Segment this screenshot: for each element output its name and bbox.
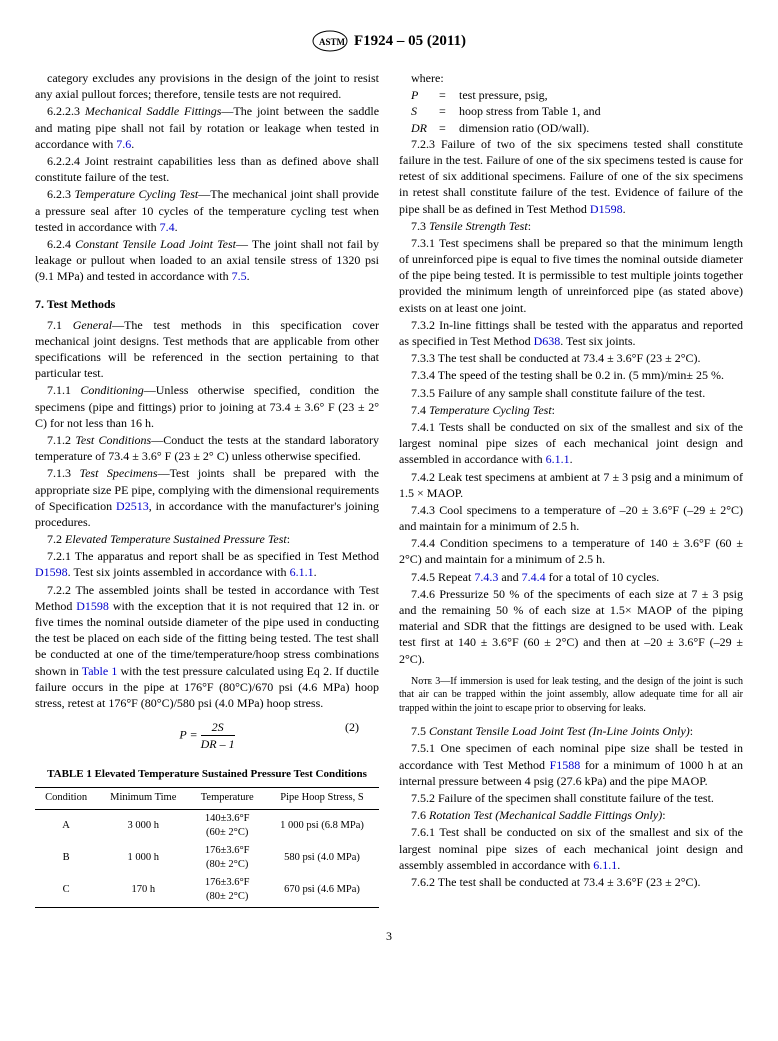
para-742: 7.4.2 Leak test specimens at ambient at … xyxy=(399,469,743,501)
table-row: B 1 000 h 176±3.6°F(80± 2°C) 580 psi (4.… xyxy=(35,842,379,874)
ref-611-2[interactable]: 6.1.1 xyxy=(546,452,570,466)
para-73: 7.3 Tensile Strength Test: xyxy=(399,218,743,234)
para-624: 6.2.4 Constant Tensile Load Joint Test— … xyxy=(35,236,379,285)
para-623: 6.2.3 Temperature Cycling Test—The mecha… xyxy=(35,186,379,235)
table-1: Condition Minimum Time Temperature Pipe … xyxy=(35,787,379,907)
note-3: Nᴏᴛᴇ 3—If immersion is used for leak tes… xyxy=(399,675,743,716)
para-735: 7.3.5 Failure of any sample shall consti… xyxy=(399,385,743,401)
para-6223: 6.2.2.3 Mechanical Saddle Fittings—The j… xyxy=(35,103,379,152)
ref-744[interactable]: 7.4.4 xyxy=(522,570,546,584)
para-751: 7.5.1 One specimen of each nominal pipe … xyxy=(399,740,743,789)
th-temp: Temperature xyxy=(189,788,265,809)
equation-2: P = 2SDR – 1 (2) xyxy=(35,719,379,752)
para-733: 7.3.3 The test shall be conducted at 73.… xyxy=(399,350,743,366)
ref-743[interactable]: 7.4.3 xyxy=(474,570,498,584)
table-1-title: TABLE 1 Elevated Temperature Sustained P… xyxy=(35,767,379,782)
page-number: 3 xyxy=(35,928,743,944)
para-6224: 6.2.2.4 Joint restraint capabilities les… xyxy=(35,153,379,185)
para-711: 7.1.1 Conditioning—Unless otherwise spec… xyxy=(35,382,379,431)
para-762: 7.6.2 The test shall be conducted at 73.… xyxy=(399,874,743,890)
astm-logo: ASTM xyxy=(312,30,348,52)
ref-d2513[interactable]: D2513 xyxy=(116,499,149,513)
standard-code: F1924 – 05 (2011) xyxy=(354,31,466,51)
para-category: category excludes any provisions in the … xyxy=(35,70,379,102)
para-745: 7.4.5 Repeat 7.4.3 and 7.4.4 for a total… xyxy=(399,569,743,585)
th-stress: Pipe Hoop Stress, S xyxy=(265,788,379,809)
where-label: where: xyxy=(399,70,743,86)
para-732: 7.3.2 In-line fittings shall be tested w… xyxy=(399,317,743,349)
para-731: 7.3.1 Test specimens shall be prepared s… xyxy=(399,235,743,316)
ref-d1598-2[interactable]: D1598 xyxy=(76,599,109,613)
page-header: ASTM F1924 – 05 (2011) xyxy=(35,30,743,52)
para-71: 7.1 General—The test methods in this spe… xyxy=(35,317,379,382)
para-72: 7.2 Elevated Temperature Sustained Press… xyxy=(35,531,379,547)
table-row: C 170 h 176±3.6°F(80± 2°C) 670 psi (4.6 … xyxy=(35,874,379,907)
para-75: 7.5 Constant Tensile Load Joint Test (In… xyxy=(399,723,743,739)
ref-f1588[interactable]: F1588 xyxy=(550,758,581,772)
para-746: 7.4.6 Pressurize 50 % of the speciments … xyxy=(399,586,743,667)
ref-d1598-1[interactable]: D1598 xyxy=(35,565,68,579)
para-761: 7.6.1 Test shall be conducted on six of … xyxy=(399,824,743,873)
ref-table1[interactable]: Table 1 xyxy=(82,664,118,678)
para-743: 7.4.3 Cool specimens to a temperature of… xyxy=(399,502,743,534)
para-723: 7.2.3 Failure of two of the six specimen… xyxy=(399,136,743,217)
para-744: 7.4.4 Condition specimens to a temperatu… xyxy=(399,535,743,567)
para-721: 7.2.1 The apparatus and report shall be … xyxy=(35,548,379,580)
para-722: 7.2.2 The assembled joints shall be test… xyxy=(35,582,379,712)
where-dr: DR=dimension ratio (OD/wall). xyxy=(411,120,743,136)
ref-d1598-3[interactable]: D1598 xyxy=(590,202,623,216)
ref-d638[interactable]: D638 xyxy=(534,334,561,348)
content-columns: category excludes any provisions in the … xyxy=(35,70,743,908)
ref-611-3[interactable]: 6.1.1 xyxy=(593,858,617,872)
table-row: A 3 000 h 140±3.6°F(60± 2°C) 1 000 psi (… xyxy=(35,809,379,842)
ref-611-1[interactable]: 6.1.1 xyxy=(290,565,314,579)
para-741: 7.4.1 Tests shall be conducted on six of… xyxy=(399,419,743,468)
section-7: 7. Test Methods xyxy=(35,296,379,312)
th-mintime: Minimum Time xyxy=(97,788,189,809)
para-712: 7.1.2 Test Conditions—Conduct the tests … xyxy=(35,432,379,464)
para-713: 7.1.3 Test Specimens—Test joints shall b… xyxy=(35,465,379,530)
where-s: S=hoop stress from Table 1, and xyxy=(411,103,743,119)
ref-75[interactable]: 7.5 xyxy=(232,269,247,283)
para-76: 7.6 Rotation Test (Mechanical Saddle Fit… xyxy=(399,807,743,823)
eq-number: (2) xyxy=(345,719,359,735)
svg-text:ASTM: ASTM xyxy=(319,37,346,47)
ref-74[interactable]: 7.4 xyxy=(160,220,175,234)
ref-76[interactable]: 7.6 xyxy=(116,137,131,151)
where-p: P=test pressure, psig, xyxy=(411,87,743,103)
th-condition: Condition xyxy=(35,788,97,809)
para-734: 7.3.4 The speed of the testing shall be … xyxy=(399,367,743,383)
para-74: 7.4 Temperature Cycling Test: xyxy=(399,402,743,418)
para-752: 7.5.2 Failure of the specimen shall cons… xyxy=(399,790,743,806)
